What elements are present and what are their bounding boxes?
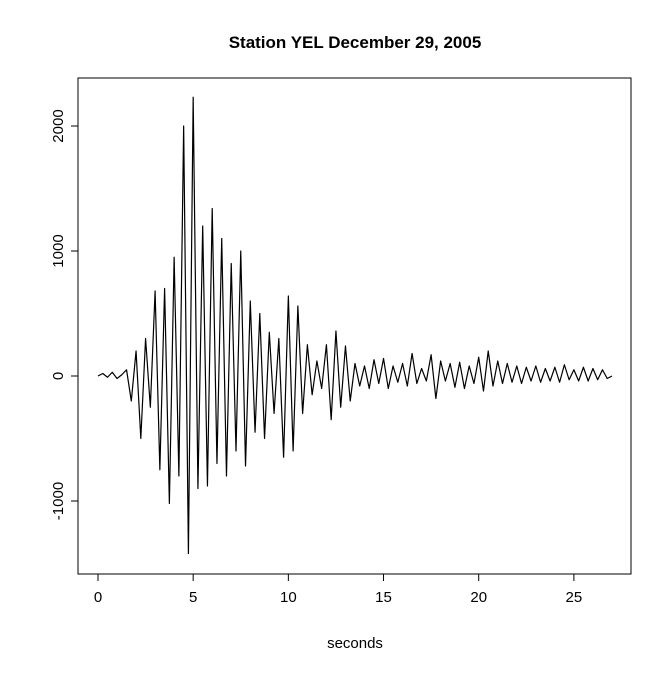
y-tick-label: 2000 [50,109,67,142]
x-tick-label: 15 [375,589,392,606]
x-tick-label: 20 [470,589,487,606]
y-tick-label: -1000 [50,482,67,520]
y-tick-label: 1000 [50,234,67,267]
x-tick-label: 10 [280,589,297,606]
x-tick-label: 0 [94,589,102,606]
x-tick-label: 5 [189,589,197,606]
x-tick-label: 25 [566,589,583,606]
waveform-line [97,96,613,555]
y-tick-label: 0 [50,372,67,380]
x-axis-label: seconds [327,635,383,652]
chart-title: Station YEL December 29, 2005 [229,33,482,52]
